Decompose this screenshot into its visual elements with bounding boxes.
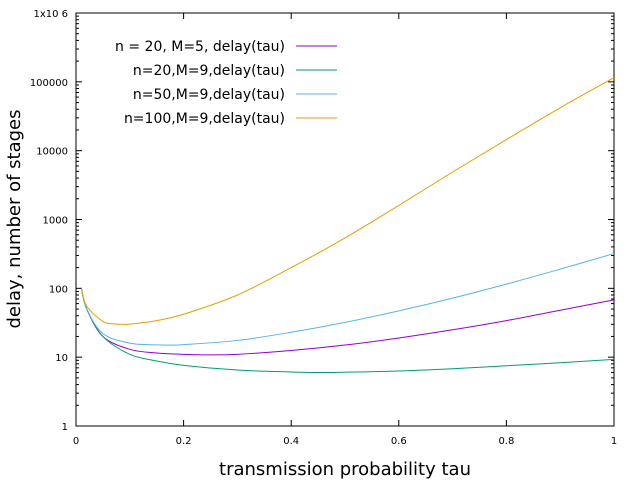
x-tick-label: 0.6	[391, 436, 407, 447]
y-tick-label: 10	[55, 353, 68, 364]
series-line	[80, 288, 615, 373]
y-tick-label: 1000	[43, 216, 68, 227]
legend-label: n=100,M=9,delay(tau)	[124, 111, 285, 127]
legend: n = 20, M=5, delay(tau) n=20,M=9,delay(ta…	[115, 39, 337, 127]
x-axis-ticks: 0 0.2 0.4 0.6 0.8 1	[73, 13, 617, 447]
y-tick-label: 1x10 6	[33, 9, 68, 20]
legend-label: n = 20, M=5, delay(tau)	[115, 39, 285, 55]
x-tick-label: 1	[611, 436, 617, 447]
y-tick-label: 1	[62, 422, 68, 433]
x-tick-label: 0.4	[283, 436, 299, 447]
y-axis-ticks: 1 10 100 1000 10000 100000 1x10 6	[30, 9, 614, 433]
legend-label: n=20,M=9,delay(tau)	[133, 63, 285, 79]
x-tick-label: 0.8	[498, 436, 514, 447]
x-axis-title: transmission probability tau	[219, 459, 471, 480]
x-tick-label: 0	[73, 436, 79, 447]
y-tick-label: 100000	[30, 78, 68, 89]
y-tick-label: 100	[49, 284, 68, 295]
legend-label: n=50,M=9,delay(tau)	[133, 87, 285, 103]
x-tick-label: 0.2	[176, 436, 192, 447]
series-line	[80, 253, 615, 346]
series-line	[80, 288, 615, 356]
y-tick-label: 10000	[36, 147, 68, 158]
series-lines	[80, 77, 615, 373]
y-axis-title: delay, number of stages	[4, 109, 25, 328]
series-line	[80, 77, 615, 325]
